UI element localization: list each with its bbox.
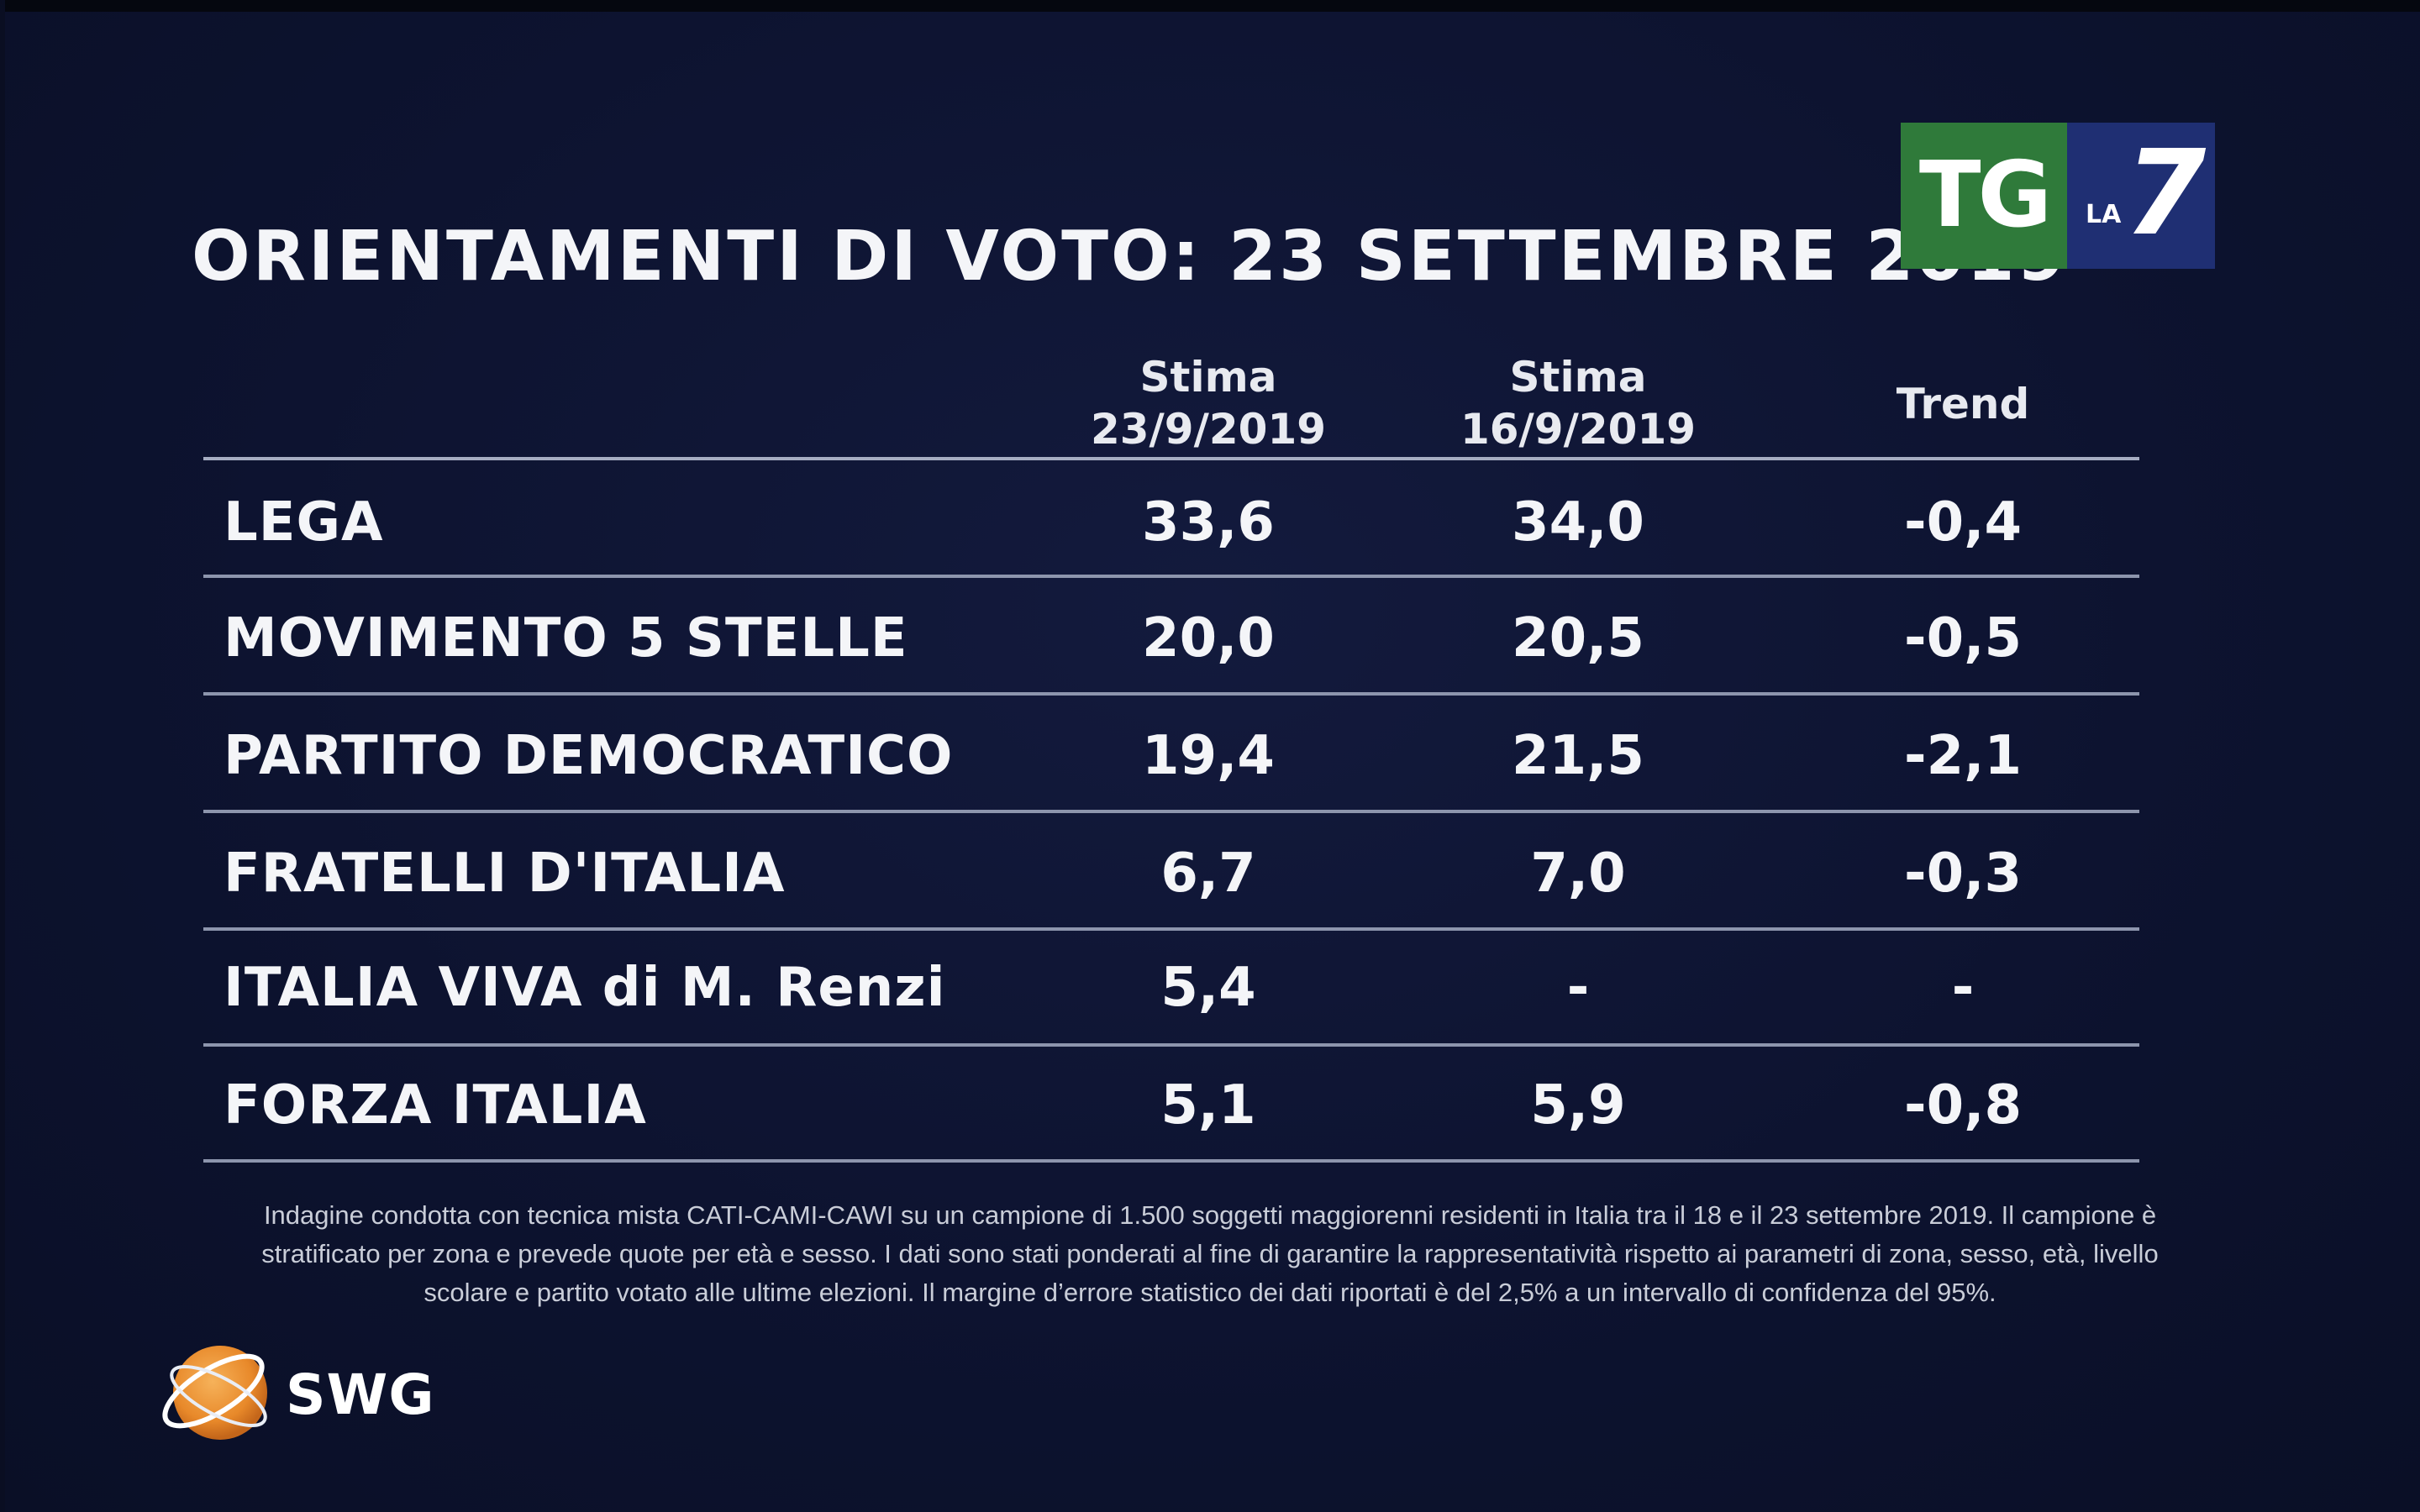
- value-stima-16: -: [1566, 957, 1590, 1019]
- column-header-stima-16-line1: Stima: [1509, 353, 1647, 402]
- row-divider: [203, 575, 2139, 578]
- value-trend: -: [1951, 957, 1975, 1019]
- value-trend: -0,5: [1904, 607, 2022, 669]
- value-trend: -2,1: [1904, 725, 2022, 787]
- methodology-note-line: stratificato per zona e prevede quote pe…: [261, 1239, 2159, 1268]
- value-stima-23: 33,6: [1142, 491, 1275, 554]
- party-name: FORZA ITALIA: [224, 1074, 647, 1137]
- value-stima-16: 7,0: [1530, 843, 1626, 905]
- table-row-m5s: MOVIMENTO 5 STELLE 20,0 20,5 -0,5: [203, 580, 2139, 697]
- column-header-stima-16-line2: 16/9/2019: [1460, 405, 1697, 454]
- table-row-pd: PARTITO DEMOCRATICO 19,4 21,5 -2,1: [203, 697, 2139, 815]
- la7-logo-la: LA: [2086, 200, 2122, 229]
- value-trend: -0,8: [1904, 1074, 2022, 1137]
- party-name: FRATELLI D'ITALIA: [224, 843, 786, 905]
- value-stima-16: 34,0: [1512, 491, 1644, 554]
- party-name: LEGA: [224, 491, 384, 554]
- header-rule: [203, 457, 2139, 460]
- value-trend: -0,4: [1904, 491, 2022, 554]
- swg-globe-icon: [162, 1346, 267, 1440]
- value-stima-16: 5,9: [1530, 1074, 1626, 1137]
- column-header-stima-23: Stima 23/9/2019: [1082, 351, 1334, 455]
- table-row-lega: LEGA 33,6 34,0 -0,4: [203, 464, 2139, 581]
- tg-logo-text: TG: [1901, 123, 2067, 269]
- column-header-stima-16: Stima 16/9/2019: [1452, 351, 1704, 455]
- chart-title: ORIENTAMENTI DI VOTO: 23 SETTEMBRE 2019: [192, 217, 2068, 297]
- row-divider: [203, 692, 2139, 696]
- la7-logo-seven: 7: [2124, 125, 2207, 262]
- swg-logo-text: SWG: [286, 1362, 435, 1427]
- column-header-stima-23-line1: Stima: [1139, 353, 1277, 402]
- methodology-note-line: Indagine condotta con tecnica mista CATI…: [263, 1200, 2157, 1230]
- bottom-rule: [203, 1159, 2139, 1163]
- column-header-trend-label: Trend: [1896, 380, 2030, 428]
- row-divider: [203, 810, 2139, 813]
- party-name: PARTITO DEMOCRATICO: [224, 725, 954, 787]
- top-border: [0, 0, 2420, 12]
- methodology-note: Indagine condotta con tecnica mista CATI…: [168, 1196, 2252, 1312]
- table-row-italia-viva: ITALIA VIVA di M. Renzi 5,4 - -: [203, 929, 2139, 1047]
- value-stima-16: 21,5: [1512, 725, 1644, 787]
- la7-logo-block: LA 7: [2067, 123, 2215, 269]
- party-name: MOVIMENTO 5 STELLE: [224, 607, 908, 669]
- swg-logo: SWG: [160, 1334, 437, 1452]
- value-stima-23: 6,7: [1160, 843, 1256, 905]
- value-stima-23: 5,4: [1160, 957, 1256, 1019]
- value-stima-23: 20,0: [1142, 607, 1275, 669]
- left-border: [0, 0, 5, 1512]
- tg-la7-logo: TG LA 7: [1901, 123, 2215, 269]
- column-header-trend: Trend: [1837, 378, 2089, 430]
- table-row-fdi: FRATELLI D'ITALIA 6,7 7,0 -0,3: [203, 815, 2139, 932]
- column-header-stima-23-line2: 23/9/2019: [1090, 405, 1327, 454]
- table-row-forza-italia: FORZA ITALIA 5,1 5,9 -0,8: [203, 1047, 2139, 1164]
- row-divider: [203, 1043, 2139, 1047]
- methodology-note-line: scolare e partito votato alle ultime ele…: [424, 1278, 1996, 1307]
- value-stima-23: 19,4: [1142, 725, 1275, 787]
- value-stima-16: 20,5: [1512, 607, 1644, 669]
- value-stima-23: 5,1: [1160, 1074, 1256, 1137]
- value-trend: -0,3: [1904, 843, 2022, 905]
- row-divider: [203, 927, 2139, 931]
- party-name: ITALIA VIVA di M. Renzi: [224, 957, 946, 1019]
